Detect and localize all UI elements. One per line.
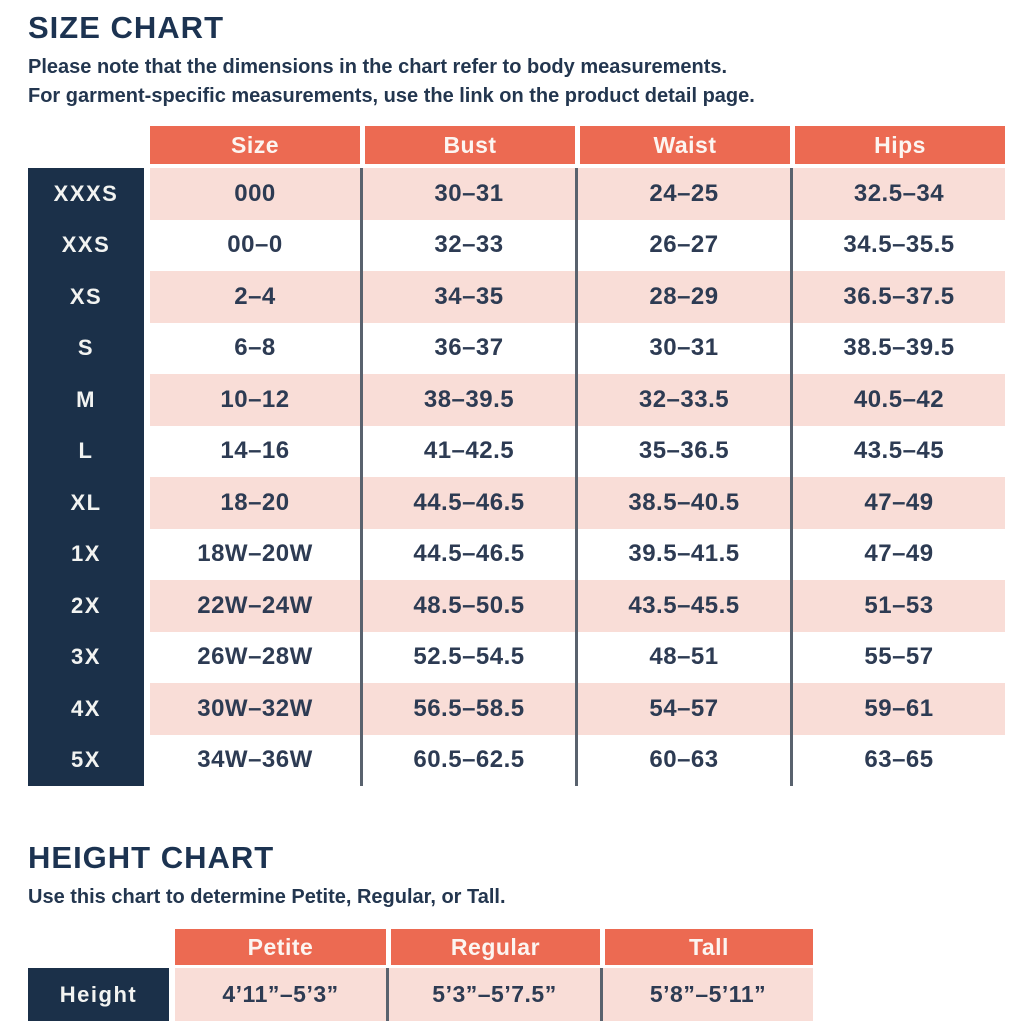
bust-cell: 38–39.5 (360, 374, 575, 426)
size-cell: 34W–36W (144, 734, 360, 786)
size-row-label: S (28, 322, 144, 374)
bust-cell: 44.5–46.5 (360, 477, 575, 529)
petite-height-cell: 4’11”–5’3” (169, 968, 386, 1021)
size-row-label: 3X (28, 631, 144, 683)
bust-cell: 56.5–58.5 (360, 683, 575, 735)
hips-cell: 63–65 (790, 734, 1005, 786)
size-cell: 14–16 (144, 425, 360, 477)
waist-cell: 39.5–41.5 (575, 528, 790, 580)
size-table-header-row: Size Bust Waist Hips (28, 126, 1010, 164)
height-table-header-spacer (28, 929, 169, 965)
size-table-body: XXXS 000 30–31 24–25 32.5–34 XXS 00–0 32… (28, 168, 1010, 786)
height-table-body-row: Height 4’11”–5’3” 5’3”–5’7.5” 5’8”–5’11” (28, 968, 1010, 1021)
waist-cell: 28–29 (575, 271, 790, 323)
bust-cell: 34–35 (360, 271, 575, 323)
size-chart-note: Please note that the dimensions in the c… (28, 53, 1010, 111)
hips-cell: 34.5–35.5 (790, 219, 1005, 271)
hips-cell: 38.5–39.5 (790, 322, 1005, 374)
bust-cell: 44.5–46.5 (360, 528, 575, 580)
size-table-header-hips: Hips (790, 126, 1005, 164)
size-row-label: XS (28, 271, 144, 323)
size-cell: 18–20 (144, 477, 360, 529)
size-row-label: 2X (28, 580, 144, 632)
hips-cell: 59–61 (790, 683, 1005, 735)
size-cell: 2–4 (144, 271, 360, 323)
waist-cell: 32–33.5 (575, 374, 790, 426)
waist-cell: 35–36.5 (575, 425, 790, 477)
hips-cell: 47–49 (790, 528, 1005, 580)
size-row-label: M (28, 374, 144, 426)
bust-cell: 41–42.5 (360, 425, 575, 477)
size-cell: 22W–24W (144, 580, 360, 632)
size-table-header-waist: Waist (575, 126, 790, 164)
size-row-label: XL (28, 477, 144, 529)
height-chart-title: HEIGHT CHART (28, 840, 275, 875)
size-cell: 30W–32W (144, 683, 360, 735)
bust-cell: 32–33 (360, 219, 575, 271)
size-row-label: 4X (28, 683, 144, 735)
height-table-header-row: Petite Regular Tall (28, 929, 1010, 965)
size-row-label: 1X (28, 528, 144, 580)
hips-cell: 36.5–37.5 (790, 271, 1005, 323)
size-cell: 26W–28W (144, 631, 360, 683)
waist-cell: 48–51 (575, 631, 790, 683)
bust-cell: 48.5–50.5 (360, 580, 575, 632)
size-chart-title: SIZE CHART (28, 10, 224, 45)
size-row-label: XXS (28, 219, 144, 271)
hips-cell: 32.5–34 (790, 168, 1005, 220)
size-chart-note-line2: For garment-specific measurements, use t… (28, 85, 755, 107)
waist-cell: 30–31 (575, 322, 790, 374)
hips-cell: 43.5–45 (790, 425, 1005, 477)
size-row-label: XXXS (28, 168, 144, 220)
waist-cell: 24–25 (575, 168, 790, 220)
size-cell: 00–0 (144, 219, 360, 271)
size-cell: 000 (144, 168, 360, 220)
height-row-label: Height (28, 968, 169, 1021)
bust-cell: 36–37 (360, 322, 575, 374)
hips-cell: 47–49 (790, 477, 1005, 529)
height-table: Petite Regular Tall Height 4’11”–5’3” 5’… (28, 929, 1010, 1021)
waist-cell: 43.5–45.5 (575, 580, 790, 632)
regular-height-cell: 5’3”–5’7.5” (386, 968, 600, 1021)
bust-cell: 30–31 (360, 168, 575, 220)
size-table: Size Bust Waist Hips XXXS 000 30–31 24–2… (28, 126, 1010, 786)
size-table-header-bust: Bust (360, 126, 575, 164)
size-cell: 6–8 (144, 322, 360, 374)
height-table-header-petite: Petite (169, 929, 386, 965)
height-chart-note: Use this chart to determine Petite, Regu… (28, 886, 506, 908)
size-cell: 10–12 (144, 374, 360, 426)
size-row-label: L (28, 425, 144, 477)
tall-height-cell: 5’8”–5’11” (600, 968, 813, 1021)
height-table-header-regular: Regular (386, 929, 600, 965)
waist-cell: 26–27 (575, 219, 790, 271)
waist-cell: 54–57 (575, 683, 790, 735)
hips-cell: 51–53 (790, 580, 1005, 632)
size-chart-note-line1: Please note that the dimensions in the c… (28, 56, 728, 78)
size-table-header-spacer (28, 126, 144, 164)
size-row-label: 5X (28, 734, 144, 786)
hips-cell: 55–57 (790, 631, 1005, 683)
waist-cell: 60–63 (575, 734, 790, 786)
bust-cell: 52.5–54.5 (360, 631, 575, 683)
bust-cell: 60.5–62.5 (360, 734, 575, 786)
hips-cell: 40.5–42 (790, 374, 1005, 426)
size-table-header-size: Size (144, 126, 360, 164)
height-table-header-tall: Tall (600, 929, 813, 965)
size-cell: 18W–20W (144, 528, 360, 580)
waist-cell: 38.5–40.5 (575, 477, 790, 529)
